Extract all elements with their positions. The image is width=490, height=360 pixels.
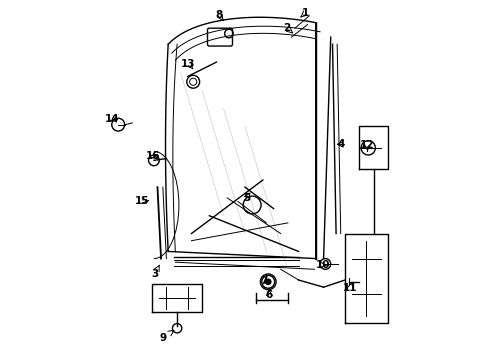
Text: 2: 2 xyxy=(284,23,291,33)
Text: 8: 8 xyxy=(216,10,223,20)
Text: 13: 13 xyxy=(181,59,196,69)
Text: 9: 9 xyxy=(159,333,167,343)
Circle shape xyxy=(266,279,271,285)
Text: 7: 7 xyxy=(260,276,268,286)
Text: 16: 16 xyxy=(146,151,160,161)
Text: 3: 3 xyxy=(151,269,159,279)
Text: 14: 14 xyxy=(105,113,120,123)
Text: 4: 4 xyxy=(337,139,344,149)
Text: 11: 11 xyxy=(343,283,358,293)
Text: 15: 15 xyxy=(135,196,150,206)
Text: 1: 1 xyxy=(302,8,309,18)
Text: 5: 5 xyxy=(243,193,250,203)
Text: 12: 12 xyxy=(360,140,375,150)
Text: 10: 10 xyxy=(316,260,330,270)
Text: 6: 6 xyxy=(266,290,273,300)
